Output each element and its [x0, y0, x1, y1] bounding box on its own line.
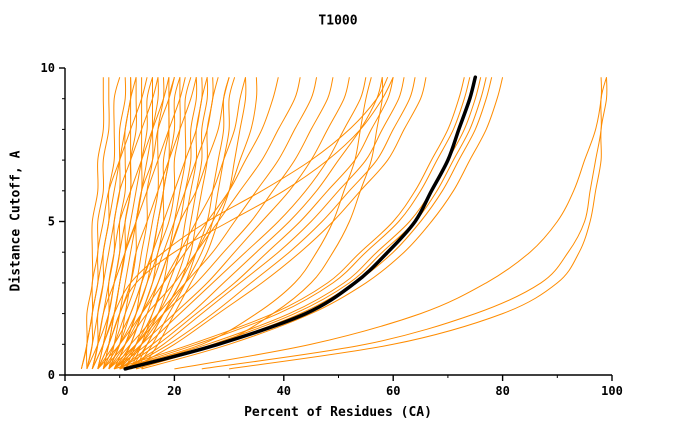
- x-tick-label: 100: [601, 384, 623, 398]
- orange-curve: [91, 76, 389, 370]
- orange-curve: [102, 77, 301, 370]
- x-tick-label: 20: [167, 384, 181, 398]
- orange-curve: [86, 77, 132, 370]
- orange-curve: [119, 77, 219, 370]
- orange-curve: [135, 77, 493, 370]
- orange-curve: [108, 77, 197, 370]
- black-curve: [123, 75, 478, 371]
- orange-curve: [119, 77, 383, 370]
- orange-curve: [91, 77, 159, 370]
- orange-curve: [174, 77, 602, 370]
- orange-curve: [119, 77, 236, 370]
- orange-curve: [108, 77, 334, 370]
- orange-curve: [108, 77, 165, 370]
- y-axis-label: Distance Cutoff, A: [8, 150, 24, 292]
- orange-curve: [114, 77, 465, 370]
- orange-curve: [130, 77, 487, 370]
- orange-curve: [124, 77, 203, 370]
- y-tick-label: 5: [48, 215, 55, 229]
- orange-curve: [113, 77, 208, 370]
- orange-curve: [108, 77, 198, 370]
- orange-curve: [113, 77, 367, 370]
- orange-curve: [113, 77, 209, 370]
- y-tick-label: 10: [41, 61, 55, 75]
- y-tick-label: 0: [48, 368, 55, 382]
- orange-curve: [124, 77, 416, 370]
- orange-curve: [91, 77, 159, 370]
- orange-curve: [119, 77, 471, 370]
- x-tick-label: 80: [495, 384, 509, 398]
- orange-curve: [119, 77, 394, 370]
- orange-curve: [86, 77, 148, 370]
- orange-curve: [97, 76, 394, 370]
- orange-curve: [124, 77, 405, 370]
- orange-curve: [80, 77, 105, 370]
- orange-curve: [102, 77, 181, 370]
- x-tick-label: 40: [277, 384, 291, 398]
- orange-curve: [125, 77, 482, 370]
- orange-curve: [229, 77, 608, 370]
- chart-title: T1000: [318, 13, 358, 29]
- orange-curve: [108, 77, 318, 370]
- x-axis-label: Percent of Residues (CA): [244, 405, 432, 420]
- x-tick-label: 60: [386, 384, 400, 398]
- orange-curve: [113, 77, 350, 370]
- x-tick-label: 0: [61, 384, 68, 398]
- orange-curve: [141, 77, 504, 370]
